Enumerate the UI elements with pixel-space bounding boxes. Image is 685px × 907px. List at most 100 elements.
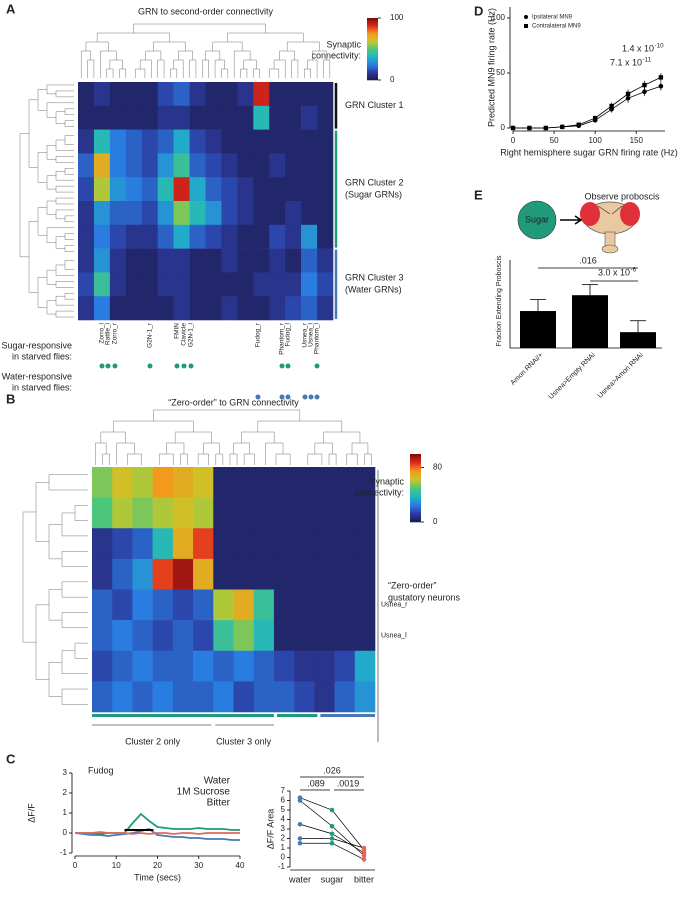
colorbar-slice	[367, 45, 378, 48]
colorbar-slice	[410, 518, 421, 521]
y-tick-label: 0	[281, 853, 286, 862]
dendrogram	[46, 175, 56, 190]
colorbar-slice	[410, 498, 421, 501]
dendrogram	[233, 442, 250, 454]
heatmap-cell	[205, 129, 222, 154]
heatmap-cell	[78, 129, 95, 154]
heatmap-cell	[152, 589, 174, 621]
heatmap-cell	[172, 681, 194, 713]
colorbar-slice	[410, 484, 421, 487]
dendrogram	[37, 207, 47, 236]
heatmap-cell	[314, 497, 335, 529]
heatmap-cell	[173, 153, 190, 178]
dendrogram	[80, 50, 91, 78]
significance-label: .089	[307, 778, 325, 788]
dendrogram	[221, 68, 229, 78]
dendrogram	[46, 84, 74, 95]
annotation: 7.1 x 10	[610, 57, 642, 67]
dendrogram	[64, 108, 74, 115]
heatmap-cell	[172, 558, 194, 590]
heatmap-cell	[314, 650, 335, 682]
heatmap-cell	[301, 153, 318, 178]
dendrogram	[55, 111, 65, 124]
heatmap-cell	[314, 681, 335, 713]
heatmap-cell	[173, 129, 190, 154]
colorbar-slice	[367, 19, 378, 22]
subject-point	[329, 840, 335, 846]
row-annotation: Water-responsive	[2, 371, 72, 381]
colorbar-slice	[410, 459, 421, 462]
heatmap-cell	[314, 467, 335, 498]
colorbar-slice	[410, 454, 421, 456]
y-tick-label: 6	[281, 796, 286, 805]
heatmap-cell	[213, 497, 234, 529]
y-tick-label: 0	[63, 828, 68, 837]
heatmap-cell	[152, 681, 174, 713]
dendrogram	[314, 442, 333, 454]
heatmap-cell	[93, 82, 111, 107]
dendrogram	[133, 23, 266, 33]
chart-title: “Zero-order” to GRN connectivity	[168, 397, 299, 407]
colorbar-slice	[410, 455, 421, 458]
heatmap-cell	[132, 558, 153, 590]
y-tick-label: 2	[63, 788, 68, 797]
heatmap-cell	[78, 272, 95, 297]
heatmap-cell	[285, 272, 302, 297]
heatmap-cell	[301, 177, 318, 202]
marker	[642, 89, 647, 94]
heatmap-cell	[273, 650, 295, 682]
colorbar-tick-label: 0	[390, 75, 395, 84]
dendrogram	[346, 453, 358, 465]
x-tick-label: bitter	[354, 874, 374, 884]
heatmap-cell	[157, 129, 174, 154]
heatmap-cell	[317, 296, 334, 321]
dendrogram	[48, 474, 88, 491]
heatmap-cell	[92, 681, 113, 713]
heatmap-cell	[205, 82, 222, 107]
chart-title: GRN to second-order connectivity	[138, 6, 274, 16]
dendrogram	[55, 156, 74, 163]
colorbar-slice	[367, 75, 378, 78]
heatmap-cell	[93, 296, 111, 321]
colorbar-slice	[367, 21, 378, 23]
heatmap-cell	[269, 105, 286, 130]
heatmap-cell	[237, 129, 254, 154]
colorbar-slice	[367, 78, 378, 81]
colorbar-tick-label: 100	[390, 13, 404, 22]
column-label: Fudog_r	[255, 322, 262, 347]
heatmap-cell	[237, 82, 254, 107]
legend-marker	[524, 15, 528, 19]
y-tick-label: 4	[281, 815, 286, 824]
marker	[527, 125, 532, 131]
heatmap-cell	[125, 129, 143, 154]
heatmap-cell	[317, 272, 334, 297]
heatmap-cell	[317, 153, 334, 178]
colorbar-slice	[367, 56, 378, 59]
dendrogram	[55, 90, 74, 98]
y-axis-label: ΔF/F	[26, 803, 36, 823]
y-tick-label: -1	[60, 848, 68, 857]
dendrogram	[351, 442, 369, 454]
heatmap-cell	[221, 82, 238, 107]
heatmap-cell	[141, 177, 158, 202]
heatmap-cell	[152, 467, 174, 498]
heatmap-cell	[125, 82, 143, 107]
column-label: Phantom_r	[279, 322, 286, 355]
dendrogram	[279, 50, 295, 60]
heatmap-cell	[273, 681, 295, 713]
dendrogram	[307, 453, 323, 465]
column-label: Phantom_l	[314, 322, 321, 354]
colorbar-slice	[410, 486, 421, 489]
cluster-label: Cluster 3 only	[216, 736, 272, 746]
heatmap-cell	[141, 82, 158, 107]
heatmap-cell	[189, 153, 206, 178]
heatmap-cell	[173, 82, 190, 107]
heatmap-cell	[233, 558, 255, 590]
heatmap-cell	[157, 82, 174, 107]
significance-label: 3.0 x 10	[598, 267, 630, 277]
annotation-exponent: -10	[655, 43, 665, 50]
heatmap-cell	[213, 558, 234, 590]
heatmap-cell	[132, 620, 153, 652]
heatmap-cell	[112, 497, 133, 529]
